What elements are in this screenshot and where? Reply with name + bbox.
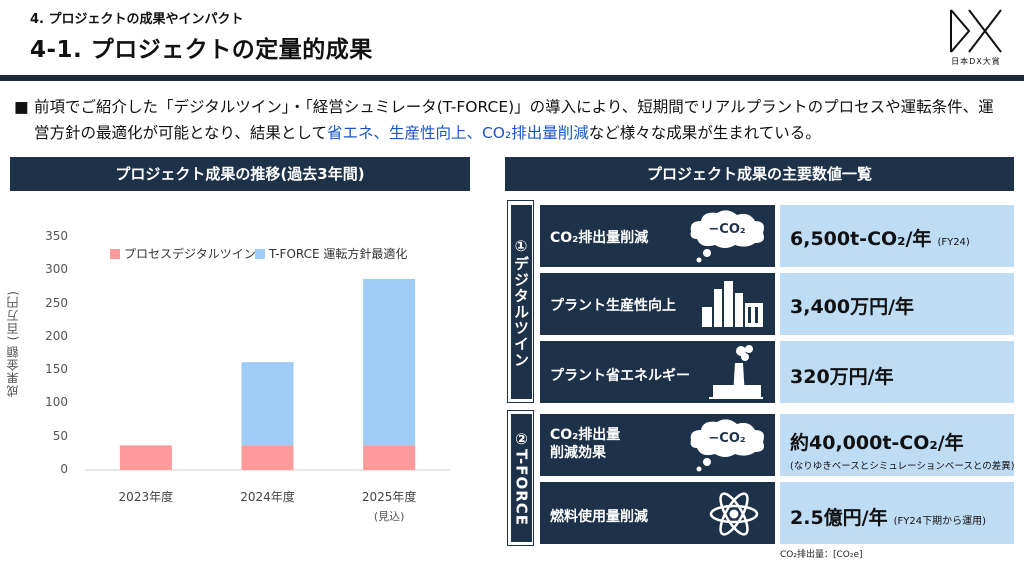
- x-tick-label: 2025年度: [361, 490, 417, 504]
- logo-text: 日本DX大賞: [951, 57, 1001, 66]
- metric-value-co2-reduction: 6,500t-CO₂/年 (FY24): [780, 205, 1014, 267]
- legend-item-tforce: T-FORCE 運転方針最適化: [255, 245, 407, 262]
- summary-highlight: 省エネ、生産性向上、CO₂排出量削減: [326, 124, 589, 142]
- summary-text-end: など様々な成果が生まれている。: [588, 124, 821, 142]
- bullet-mark: ■: [14, 98, 29, 116]
- metric-row-co2-reduction: CO₂排出量削減 −CO₂: [540, 205, 775, 267]
- bar-tforce-2: [363, 278, 416, 446]
- page-title: 4-1. プロジェクトの定量的成果: [30, 37, 373, 63]
- y-tick-label: 250: [45, 295, 68, 310]
- metric-note: (FY24下期から運用): [893, 516, 986, 527]
- metric-row-productivity: プラント生産性向上: [540, 273, 775, 335]
- y-tick-label: 0: [60, 462, 68, 476]
- legend-item-digital-twin: プロセスデジタルツイン: [110, 245, 256, 262]
- metric-value-co2-effect: 約40,000t-CO₂/年 (なりゆきベースとシミュレーションベースとの差異): [780, 414, 1015, 476]
- metric-subnote: (なりゆきベースとシミュレーションベースとの差異): [790, 461, 1015, 472]
- group-label-text: ①デジタルツイン: [512, 236, 530, 368]
- summary-text: 前項でご紹介した「デジタルツイン」・「経営シュミレータ(T-FORCE)」の導入…: [34, 98, 994, 142]
- metric-value-energy: 320万円/年: [780, 341, 1014, 403]
- metric-label: プラント省エネルギー: [550, 368, 690, 384]
- metric-label: 燃料使用量削減: [550, 509, 648, 525]
- metric-label: CO₂排出量 削減効果: [550, 427, 621, 461]
- y-tick-label: 100: [45, 395, 68, 410]
- y-tick-label: 50: [52, 428, 68, 443]
- chart-ylabel: 成果金額 (百万円): [6, 290, 20, 398]
- metric-row-co2-effect: CO₂排出量 削減効果 −CO₂: [540, 414, 775, 476]
- metric-value-text: 6,500t-CO₂/年: [790, 228, 932, 250]
- metric-label: プラント生産性向上: [550, 298, 676, 314]
- bar-digital-twin-2: [363, 445, 416, 470]
- metric-label: CO₂排出量削減: [550, 230, 649, 246]
- group-outline-tforce: [507, 410, 534, 546]
- group-label-text: ②T-FORCE: [512, 429, 531, 527]
- group-label-digital-twin: ①デジタルツイン: [511, 205, 532, 399]
- metric-value-fuel: 2.5億円/年 (FY24下期から運用): [780, 482, 1014, 544]
- bar-tforce-1: [241, 362, 294, 446]
- svg-text:−CO₂: −CO₂: [708, 222, 745, 237]
- logo-mark-icon: [950, 9, 1002, 53]
- metric-value: 320万円/年: [790, 366, 894, 388]
- y-tick-label: 350: [45, 229, 68, 243]
- legend-label: T-FORCE 運転方針最適化: [269, 247, 408, 261]
- metric-value-text: 2.5億円/年: [790, 507, 888, 529]
- bar-digital-twin-1: [241, 445, 294, 470]
- metric-value: 約40,000t-CO₂/年: [790, 432, 964, 454]
- co2-cloud-icon: −CO₂: [690, 419, 764, 472]
- x-tick-note: (見込): [373, 510, 405, 523]
- x-tick-label: 2023年度: [118, 490, 174, 504]
- metric-value: 2.5億円/年 (FY24下期から運用): [790, 503, 986, 530]
- legend-swatch: [110, 248, 120, 259]
- chimney-icon: [709, 345, 763, 399]
- logo: 日本DX大賞: [945, 8, 1007, 70]
- metric-note: (FY24): [937, 237, 970, 248]
- group-label-tforce: ②T-FORCE: [511, 414, 532, 542]
- x-tick-label: 2024年度: [240, 490, 295, 504]
- title-divider: [0, 75, 1024, 81]
- y-tick-label: 200: [45, 328, 68, 343]
- metric-value-productivity: 3,400万円/年: [780, 273, 1014, 335]
- y-tick-label: 300: [45, 262, 68, 277]
- footnote: CO₂排出量：[CO₂e]: [780, 550, 863, 560]
- left-panel-title: プロジェクト成果の推移(過去3年間): [10, 157, 470, 191]
- factory-icon: [702, 281, 763, 327]
- metric-row-fuel: 燃料使用量削減: [540, 482, 775, 544]
- atom-icon: [709, 492, 759, 536]
- y-tick-label: 150: [45, 362, 68, 377]
- right-panel-title: プロジェクト成果の主要数値一覧: [505, 157, 1014, 191]
- metric-value: 3,400万円/年: [790, 296, 915, 318]
- group-outline-digital-twin: [507, 200, 534, 403]
- legend-label: プロセスデジタルツイン: [124, 247, 256, 261]
- co2-cloud-icon: −CO₂: [690, 210, 764, 263]
- section-label: 4. プロジェクトの成果やインパクト: [30, 12, 244, 27]
- legend-swatch: [255, 248, 265, 259]
- metric-row-energy: プラント省エネルギー: [540, 341, 775, 403]
- bar-digital-twin-0: [119, 445, 172, 470]
- svg-text:−CO₂: −CO₂: [708, 431, 745, 446]
- metric-value: 6,500t-CO₂/年 (FY24): [790, 224, 970, 251]
